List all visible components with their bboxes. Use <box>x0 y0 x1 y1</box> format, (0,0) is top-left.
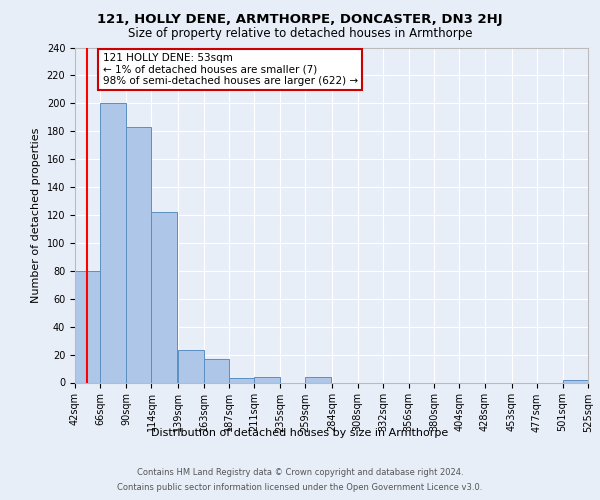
Text: Contains HM Land Registry data © Crown copyright and database right 2024.: Contains HM Land Registry data © Crown c… <box>137 468 463 477</box>
Bar <box>75 271 100 382</box>
Bar <box>203 359 229 382</box>
Text: 121 HOLLY DENE: 53sqm
← 1% of detached houses are smaller (7)
98% of semi-detach: 121 HOLLY DENE: 53sqm ← 1% of detached h… <box>103 53 358 86</box>
Bar <box>178 350 203 382</box>
Bar <box>100 104 126 382</box>
Text: 121, HOLLY DENE, ARMTHORPE, DONCASTER, DN3 2HJ: 121, HOLLY DENE, ARMTHORPE, DONCASTER, D… <box>97 12 503 26</box>
Bar <box>305 377 331 382</box>
Text: Size of property relative to detached houses in Armthorpe: Size of property relative to detached ho… <box>128 28 472 40</box>
Text: Distribution of detached houses by size in Armthorpe: Distribution of detached houses by size … <box>151 428 449 438</box>
Text: Contains public sector information licensed under the Open Government Licence v3: Contains public sector information licen… <box>118 483 482 492</box>
Bar <box>254 377 280 382</box>
Bar <box>229 378 254 382</box>
Bar <box>126 127 151 382</box>
Y-axis label: Number of detached properties: Number of detached properties <box>31 128 41 302</box>
Bar <box>563 380 588 382</box>
Bar <box>151 212 177 382</box>
